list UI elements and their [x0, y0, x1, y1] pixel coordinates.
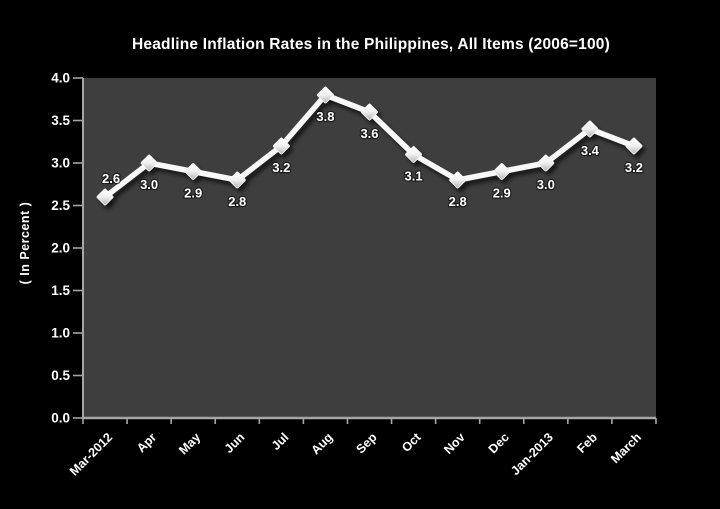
marker-icon — [449, 171, 467, 189]
data-label: 3.1 — [405, 169, 423, 184]
x-tick-label: Jan-2013 — [508, 430, 556, 478]
data-label: 2.8 — [228, 194, 246, 209]
x-tick-label: May — [176, 430, 203, 457]
marker-icon — [537, 154, 555, 172]
x-axis-tick-labels: Mar-2012 Apr May Jun Jul Aug Sep Oct Nov DecJan-2… — [67, 430, 644, 479]
marker-icon — [625, 137, 643, 155]
marker-icon — [272, 137, 290, 155]
y-tick-label: 2.5 — [51, 198, 70, 213]
data-label: 3.0 — [537, 177, 555, 192]
marker-icon — [361, 103, 378, 121]
y-tick-label: 2.0 — [51, 241, 70, 256]
data-label: 3.0 — [140, 177, 158, 192]
y-tick-label: 4.0 — [51, 71, 70, 86]
plot-area — [83, 78, 656, 418]
x-tick-label: Oct — [399, 430, 424, 455]
data-label: 2.9 — [184, 186, 202, 201]
x-tick-label: Jun — [222, 430, 248, 456]
chart-title: Headline Inflation Rates in the Philippi… — [132, 36, 610, 53]
x-tick-label: Dec — [486, 430, 512, 456]
marker-icon — [493, 163, 511, 180]
x-tick-label: Aug — [308, 430, 335, 457]
marker-icon — [184, 163, 202, 180]
x-tick-label: Feb — [574, 430, 600, 456]
axes — [73, 77, 657, 424]
marker-icon — [317, 86, 334, 104]
data-series — [96, 86, 643, 206]
y-tick-label: 1.0 — [51, 326, 70, 341]
y-tick-label: 1.5 — [51, 283, 70, 298]
data-label: 3.4 — [581, 143, 600, 158]
marker-icon — [140, 154, 158, 172]
data-label: 2.6 — [102, 171, 120, 186]
marker-icon — [228, 171, 246, 189]
x-tick-label: Sep — [354, 430, 380, 456]
data-label: 2.8 — [449, 194, 467, 209]
y-tick-label: 3.0 — [51, 156, 70, 171]
data-label: 3.2 — [625, 160, 643, 175]
x-tick-label: Apr — [134, 430, 159, 455]
y-axis-tick-labels: 0.0 0.5 1.0 1.5 2.0 2.5 3.0 3.5 4.0 — [51, 71, 70, 426]
data-label: 3.8 — [316, 109, 334, 124]
y-tick-label: 0.0 — [51, 411, 70, 426]
x-tick-label: Mar-2012 — [67, 430, 115, 478]
y-tick-label: 3.5 — [51, 113, 70, 128]
data-label: 3.2 — [272, 160, 290, 175]
marker-icon — [96, 188, 114, 206]
x-tick-label: Jul — [269, 430, 292, 453]
data-label: 3.6 — [360, 126, 378, 141]
x-tick-label: Nov — [441, 430, 468, 457]
marker-icon — [581, 120, 599, 138]
data-label: 2.9 — [493, 186, 511, 201]
marker-icon — [405, 146, 422, 163]
data-labels: 2.6 3.0 2.9 2.8 3.2 3.8 3.6 3.1 2.8 2.9 3.0 3.4 3.2 — [101, 108, 645, 211]
y-axis-title: ( In Percent ) — [18, 202, 32, 285]
x-tick-label: March — [608, 430, 644, 466]
y-tick-label: 0.5 — [51, 368, 70, 383]
